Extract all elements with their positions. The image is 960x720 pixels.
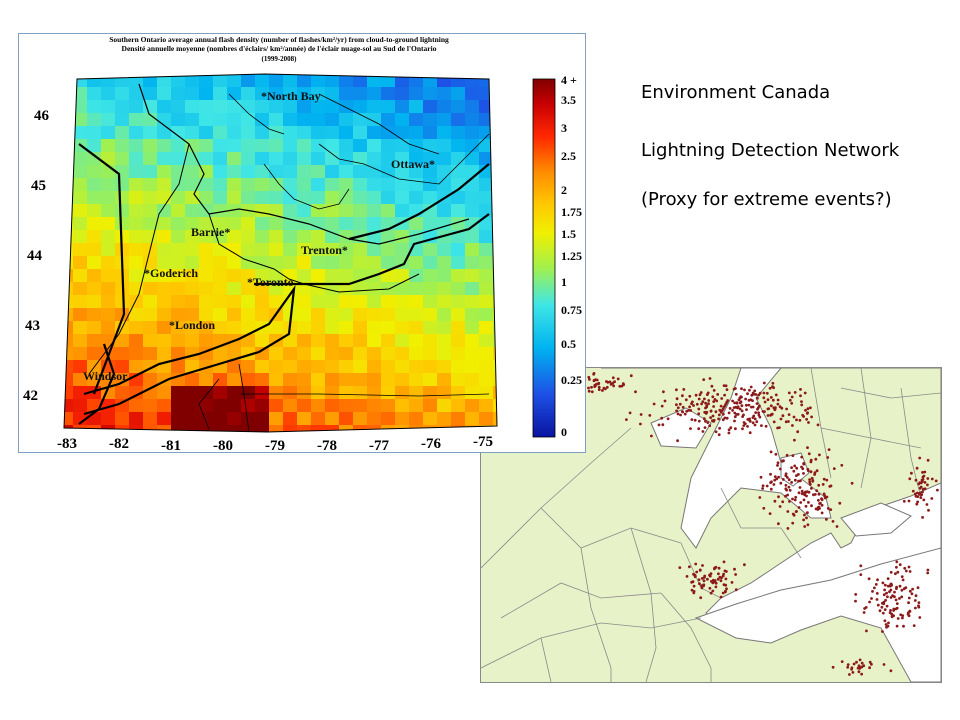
colorbar-label: 2.5: [561, 149, 576, 163]
city-toronto: *Toronto: [247, 275, 294, 289]
colorbar-label: 1.25: [561, 249, 582, 263]
title-environment-canada: Environment Canada: [641, 82, 831, 103]
city-barrie: Barrie*: [191, 225, 230, 239]
lake-erie-outline: [198, 363, 490, 433]
lat-tick: 42: [23, 388, 38, 404]
city-london: *London: [169, 318, 215, 332]
lake-ontario: [694, 547, 941, 682]
colorbar-label: 4 +: [561, 73, 577, 87]
flash-density-map: Southern Ontario average annual flash de…: [18, 33, 586, 453]
city-trenton: Trenton*: [301, 243, 348, 257]
flash-map-canvas: Southern Ontario average annual flash de…: [23, 35, 582, 452]
lon-tick: -77: [369, 438, 389, 452]
county-boundaries: [481, 368, 941, 682]
lat-tick: 43: [25, 318, 40, 334]
region-borders: [78, 143, 490, 425]
colorbar-label: 2: [561, 183, 567, 197]
colorbar: [532, 78, 556, 438]
colorbar-label: 1: [561, 275, 567, 289]
lake-nipissing: [650, 407, 712, 449]
lon-tick: -76: [421, 436, 441, 452]
colorbar-labels: 4 + 3.5 3 2.5 2 1.75 1.5 1.25 1 0.75 0.5 0.25 0: [561, 73, 582, 439]
colorbar-label: 0: [561, 425, 567, 439]
lon-tick: -75: [473, 434, 493, 450]
longitude-ticks: -83 -82 -81 -80 -79 -78 -77 -76 -75: [57, 434, 493, 452]
latitude-ticks: 46 45 44 43 42: [23, 108, 50, 404]
colorbar-label: 0.25: [561, 373, 582, 387]
lat-tick: 45: [31, 178, 46, 194]
lon-tick: -83: [57, 436, 77, 452]
lat-tick: 44: [27, 248, 43, 264]
city-north-bay: *North Bay: [261, 89, 321, 103]
colorbar-label: 3: [561, 121, 567, 135]
city-labels: *North Bay Ottawa* Barrie* Trenton* *God…: [83, 89, 435, 383]
map-title-en: Southern Ontario average annual flash de…: [109, 35, 449, 44]
city-goderich: *Goderich: [144, 266, 198, 280]
lon-tick: -81: [161, 438, 181, 452]
lon-tick: -82: [109, 436, 129, 452]
lon-tick: -78: [317, 438, 337, 452]
flash-density-grid: [64, 74, 497, 432]
city-windsor: Windsor: [83, 369, 128, 383]
subtitle-proxy-question: (Proxy for extreme events?): [641, 189, 892, 210]
lon-tick: -79: [265, 438, 285, 452]
colorbar-label: 1.75: [561, 205, 582, 219]
city-ottawa: Ottawa*: [391, 157, 435, 171]
colorbar-label: 0.5: [561, 337, 576, 351]
lon-tick: -80: [213, 438, 233, 452]
colorbar-label: 3.5: [561, 93, 576, 107]
colorbar-label: 0.75: [561, 303, 582, 317]
map-period: (1999-2008): [262, 55, 298, 63]
colorbar-label: 1.5: [561, 227, 576, 241]
coastlines: [88, 83, 490, 375]
subtitle-lightning-network: Lightning Detection Network: [641, 140, 900, 161]
map-title-fr: Densité annuelle moyenne (nombres d'écla…: [122, 44, 437, 53]
map-frame: [63, 73, 498, 433]
lake-interior: [840, 502, 912, 537]
lat-tick: 46: [34, 108, 50, 124]
